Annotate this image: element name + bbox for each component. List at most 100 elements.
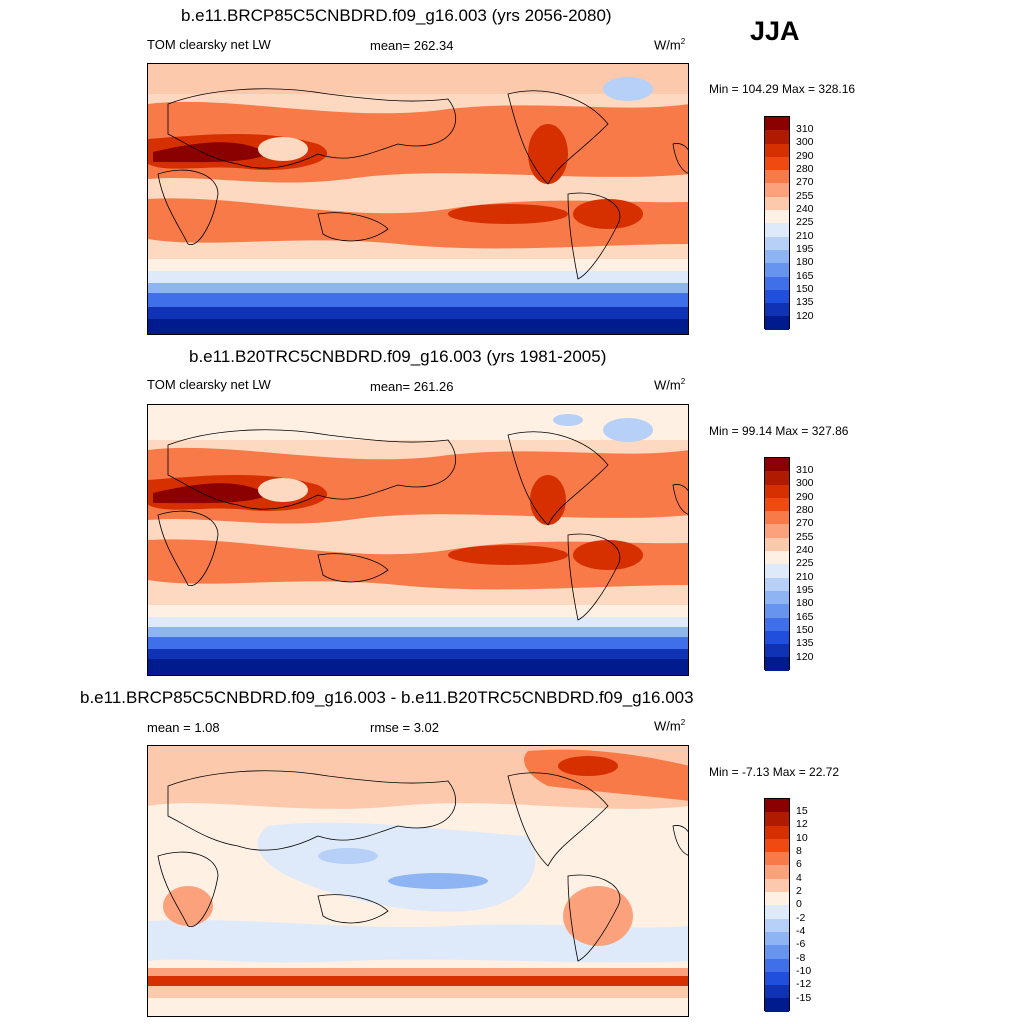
panel2-mean: mean= 261.26 [370, 379, 454, 394]
colorbar-swatch [765, 484, 789, 498]
colorbar-tick-label: 6 [796, 858, 802, 870]
colorbar-swatch [765, 263, 789, 277]
colorbar-tick-label: 135 [796, 296, 814, 308]
colorbar-swatch [765, 604, 789, 618]
panel1-minmax: Min = 104.29 Max = 328.16 [709, 82, 856, 96]
panel1-title: b.e11.BRCP85C5CNBDRD.f09_g16.003 (yrs 20… [181, 6, 612, 25]
colorbar-tick-label: 0 [796, 898, 802, 910]
colorbar-swatch [765, 590, 789, 605]
colorbar-swatch [765, 117, 789, 131]
colorbar-tick-label: 240 [796, 544, 814, 556]
colorbar-swatch [765, 143, 789, 157]
colorbar-tick-label: 210 [796, 571, 814, 583]
colorbar-tick-label: 12 [796, 818, 808, 830]
colorbar-swatch [765, 799, 789, 813]
colorbar-tick-label: 180 [796, 256, 814, 268]
colorbar-tick-label: 240 [796, 203, 814, 215]
colorbar-swatch [765, 931, 789, 946]
colorbar-tick-label: 150 [796, 624, 814, 636]
colorbar-tick-label: -15 [796, 992, 812, 1004]
colorbar-tick-label: 225 [796, 216, 814, 228]
colorbar-tick-label: 2 [796, 885, 802, 897]
panel1-variable-label: TOM clearsky net LW [147, 37, 271, 52]
colorbar-swatch [765, 945, 789, 959]
panel1-units: W/m2 [654, 37, 686, 53]
colorbar-swatch [765, 577, 789, 591]
panel2-units: W/m2 [654, 377, 686, 393]
colorbar-tick-label: 120 [796, 651, 814, 663]
colorbar-tick-label: 165 [796, 270, 814, 282]
colorbar-swatch [765, 223, 789, 237]
colorbar-tick-label: 8 [796, 845, 802, 857]
panel2-variable-label: TOM clearsky net LW [147, 377, 271, 392]
colorbar-tick-label: 120 [796, 310, 814, 322]
colorbar-swatch [765, 918, 789, 932]
colorbar-swatch [765, 958, 789, 972]
colorbar-swatch [765, 838, 789, 853]
colorbar-tick-label: 300 [796, 477, 814, 489]
colorbar-swatch [765, 511, 789, 525]
colorbar-swatch [765, 998, 789, 1012]
panel3-colorbar [764, 798, 790, 1012]
panel1-colorbar [764, 116, 790, 330]
panel2-colorbar [764, 457, 790, 671]
colorbar-swatch [765, 812, 789, 826]
colorbar-tick-label: -12 [796, 978, 812, 990]
colorbar-swatch [765, 183, 789, 197]
panel2-map [147, 404, 689, 676]
colorbar-swatch [765, 630, 789, 645]
colorbar-swatch [765, 316, 789, 330]
panel3-mean: mean = 1.08 [147, 720, 220, 735]
panel1-field [148, 64, 688, 334]
season-label: JJA [750, 16, 800, 46]
colorbar-tick-label: 270 [796, 176, 814, 188]
colorbar-tick-label: 150 [796, 283, 814, 295]
panel3-title: b.e11.BRCP85C5CNBDRD.f09_g16.003 - b.e11… [80, 688, 694, 707]
colorbar-tick-label: 180 [796, 597, 814, 609]
colorbar-swatch [765, 865, 789, 879]
colorbar-swatch [765, 196, 789, 211]
colorbar-tick-label: 225 [796, 557, 814, 569]
colorbar-swatch [765, 551, 789, 565]
colorbar-tick-label: 165 [796, 611, 814, 623]
panel1-mean: mean= 262.34 [370, 38, 454, 53]
colorbar-swatch [765, 524, 789, 538]
colorbar-swatch [765, 617, 789, 631]
colorbar-swatch [765, 458, 789, 472]
colorbar-tick-label: 15 [796, 805, 808, 817]
colorbar-swatch [765, 303, 789, 317]
colorbar-tick-label: 280 [796, 504, 814, 516]
panel3-units: W/m2 [654, 718, 686, 734]
colorbar-swatch [765, 497, 789, 512]
colorbar-tick-label: -6 [796, 938, 806, 950]
colorbar-swatch [765, 276, 789, 290]
panel3-minmax: Min = -7.13 Max = 22.72 [709, 765, 840, 779]
colorbar-swatch [765, 644, 789, 658]
colorbar-tick-label: 310 [796, 464, 814, 476]
colorbar-swatch [765, 210, 789, 224]
colorbar-swatch [765, 892, 789, 906]
colorbar-tick-label: 310 [796, 123, 814, 135]
colorbar-tick-label: 195 [796, 243, 814, 255]
colorbar-swatch [765, 971, 789, 986]
colorbar-tick-label: 210 [796, 230, 814, 242]
colorbar-swatch [765, 878, 789, 893]
colorbar-tick-label: 135 [796, 637, 814, 649]
colorbar-tick-label: -8 [796, 952, 806, 964]
colorbar-swatch [765, 537, 789, 552]
colorbar-swatch [765, 170, 789, 184]
colorbar-swatch [765, 564, 789, 578]
colorbar-tick-label: 270 [796, 517, 814, 529]
colorbar-tick-label: 4 [796, 872, 802, 884]
colorbar-tick-label: -2 [796, 912, 806, 924]
colorbar-tick-label: 10 [796, 832, 808, 844]
panel3-map [147, 745, 689, 1017]
colorbar-tick-label: 255 [796, 531, 814, 543]
colorbar-tick-label: 300 [796, 136, 814, 148]
colorbar-swatch [765, 156, 789, 171]
colorbar-swatch [765, 249, 789, 264]
colorbar-tick-label: 255 [796, 190, 814, 202]
colorbar-tick-label: 280 [796, 163, 814, 175]
panel2-minmax: Min = 99.14 Max = 327.86 [709, 424, 849, 438]
panel3-rmse: rmse = 3.02 [370, 720, 440, 735]
